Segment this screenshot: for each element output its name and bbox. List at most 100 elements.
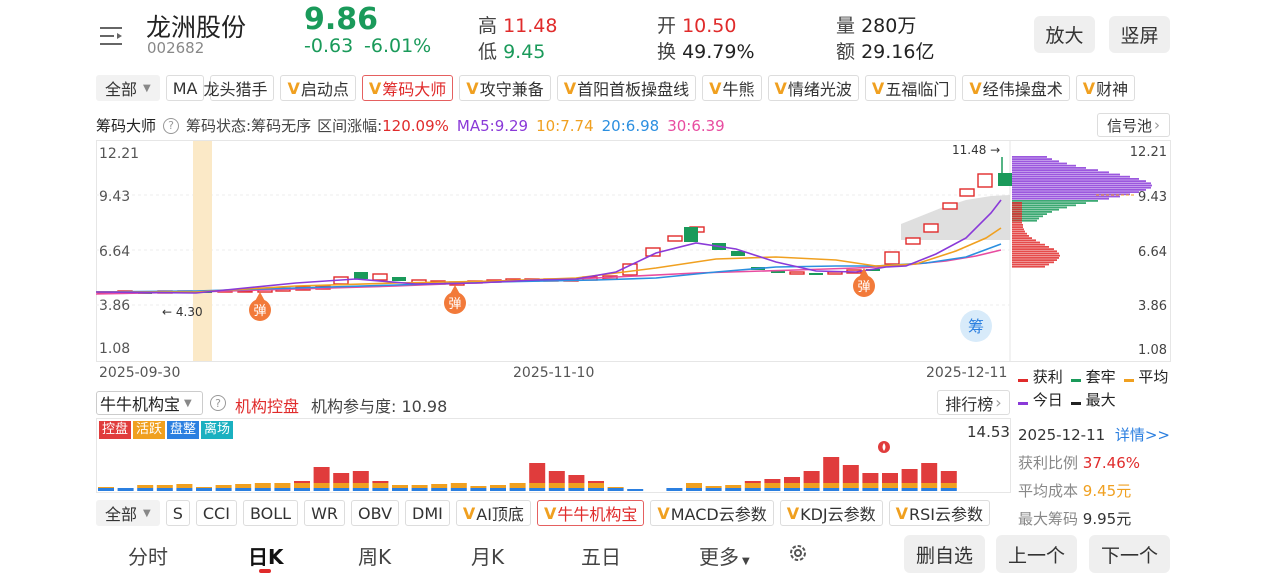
zoom-button[interactable]: 放大 <box>1034 16 1095 53</box>
tab-shouyang[interactable]: V 首阳首板操盘线 <box>556 75 697 101</box>
tab-qingxu[interactable]: V 情绪光波 <box>767 75 859 101</box>
institution-bar-segment <box>725 488 742 491</box>
tab-choumadashi[interactable]: V 筹码大师 <box>361 75 454 101</box>
tab-monthly-k[interactable]: 月K <box>471 545 505 569</box>
tab-niuxiong[interactable]: V 牛熊 <box>702 75 762 101</box>
bottom-all-dropdown[interactable]: 全部 ▼ <box>96 500 160 526</box>
institution-chart[interactable] <box>96 418 1015 493</box>
institution-bar-segment <box>490 488 506 491</box>
tab-qidongdian[interactable]: V 启动点 <box>280 75 356 101</box>
candle-up <box>942 202 958 210</box>
tab-ai-top-bottom[interactable]: V AI顶底 <box>455 500 531 526</box>
chip-bar <box>1012 239 1036 242</box>
help-icon[interactable]: ? <box>163 117 180 134</box>
institution-bar-segment <box>744 488 761 491</box>
next-stock-button[interactable]: 下一个 <box>1089 535 1170 573</box>
tab-five-day[interactable]: 五日 <box>581 545 621 569</box>
list-menu-icon[interactable] <box>100 25 124 47</box>
chip-bar <box>1012 213 1022 215</box>
bounce-marker: 弹 <box>853 268 875 297</box>
tab-daily-k[interactable]: 日K <box>248 545 284 569</box>
tab-wr[interactable]: WR <box>304 500 345 526</box>
tab-rsi-cloud[interactable]: V RSI云参数 <box>888 500 991 526</box>
vip-v-icon: V <box>287 78 300 98</box>
institution-bar-segment <box>842 488 859 491</box>
institution-bar-segment <box>137 485 154 488</box>
vip-v-icon: V <box>895 503 909 523</box>
tab-jingwei[interactable]: V 经伟操盘术 <box>962 75 1070 101</box>
institution-bar-segment <box>901 483 918 488</box>
tab-cci[interactable]: CCI <box>195 500 237 526</box>
volume-label: 量 <box>836 15 856 37</box>
tab-s[interactable]: S <box>165 500 190 526</box>
tab-ma[interactable]: MA <box>165 75 205 101</box>
chip-bar <box>1012 217 1039 220</box>
caret-down-icon: ▼ <box>742 556 750 567</box>
candle-down <box>998 173 1012 186</box>
institution-bar-segment <box>784 488 800 491</box>
institution-bar-segment <box>196 487 212 488</box>
avg-cost-label: 平均成本 <box>1018 482 1079 500</box>
institution-bar-segment <box>254 488 271 491</box>
institution-bar-segment <box>450 488 467 491</box>
selected-tab-indicator <box>259 569 271 573</box>
high-stat: 高 11.48 <box>478 11 557 38</box>
candle-down <box>684 227 698 242</box>
tab-intraday[interactable]: 分时 <box>128 545 168 569</box>
ranking-button[interactable]: 排行榜 › <box>937 390 1010 415</box>
turnover-stat: 换 49.79% <box>657 37 755 64</box>
tab-niuniu-institution[interactable]: V 牛牛机构宝 <box>536 500 645 526</box>
tab-more[interactable]: 更多 ▼ <box>699 541 750 570</box>
portrait-button[interactable]: 竖屏 <box>1109 16 1170 53</box>
vip-v-icon: V <box>969 78 982 98</box>
x-label: 2025-11-10 <box>513 365 595 381</box>
institution-bar-segment <box>842 483 859 488</box>
chip-bar <box>1012 259 1057 261</box>
tab-obv[interactable]: OBV <box>351 500 400 526</box>
chip-bar <box>1012 189 1146 191</box>
tab-longtou[interactable]: 龙头猎手 <box>203 75 275 101</box>
settings-gear-icon[interactable] <box>787 542 809 568</box>
institution-bar-segment <box>529 483 546 488</box>
tab-kdj-cloud[interactable]: V KDJ云参数 <box>779 500 883 526</box>
chip-bar <box>1012 175 1130 178</box>
chip-bar <box>1012 197 1109 200</box>
y-tick-right: 12.21 <box>1130 145 1167 160</box>
previous-stock-button[interactable]: 上一个 <box>996 535 1077 573</box>
institution-bar-segment <box>548 483 565 488</box>
vip-v-icon: V <box>774 78 787 98</box>
chip-bar <box>1012 219 1037 222</box>
profit-ratio-label: 获利比例 <box>1018 454 1079 472</box>
tab-gongshou[interactable]: V 攻守兼备 <box>459 75 551 101</box>
institution-bar-segment <box>294 481 310 483</box>
tab-boll[interactable]: BOLL <box>242 500 299 526</box>
institution-bar-segment <box>823 457 840 483</box>
chart-header: 筹码大师 ? 筹码状态:筹码无序 区间涨幅: 120.09% MA5:9.29 … <box>96 115 725 136</box>
chip-bar <box>1012 202 1086 204</box>
tab-weekly-k[interactable]: 周K <box>358 545 392 569</box>
chip-details-link[interactable]: 详情>> <box>1114 426 1170 444</box>
help-icon[interactable]: ? <box>210 395 226 411</box>
institution-bar-segment <box>940 483 957 488</box>
remove-from-watchlist-button[interactable]: 删自选 <box>904 535 985 573</box>
chip-badge[interactable]: 筹 <box>960 310 992 342</box>
kline-chart[interactable]: 弹 弹 弹 11.48 → ← 4.30 筹 12.21 9.43 6.64 3… <box>96 140 1171 362</box>
indicator-all-dropdown[interactable]: 全部 ▼ <box>96 75 160 101</box>
institution-bar-segment <box>392 488 408 491</box>
chip-info-date: 2025-12-11 <box>1018 426 1106 444</box>
tab-wufu[interactable]: V 五福临门 <box>864 75 957 101</box>
institution-bar-segment <box>744 481 761 483</box>
tab-dmi[interactable]: DMI <box>405 500 450 526</box>
tag-control: 控盘 <box>99 421 132 439</box>
institution-bar-segment <box>313 467 330 483</box>
tab-macd-cloud[interactable]: V MACD云参数 <box>650 500 774 526</box>
chip-bar <box>1012 167 1086 169</box>
svg-text:筹: 筹 <box>968 317 984 336</box>
chip-bar <box>1012 261 1054 264</box>
tab-caishen[interactable]: V 财神 <box>1075 75 1136 101</box>
institution-bar-segment <box>450 483 467 488</box>
sub-indicator-selector[interactable]: 牛牛机构宝 ▼ <box>96 391 203 415</box>
institution-bar-segment <box>686 488 702 491</box>
signal-pool-button[interactable]: 信号池 › <box>1097 113 1170 137</box>
institution-bar-segment <box>725 485 742 488</box>
